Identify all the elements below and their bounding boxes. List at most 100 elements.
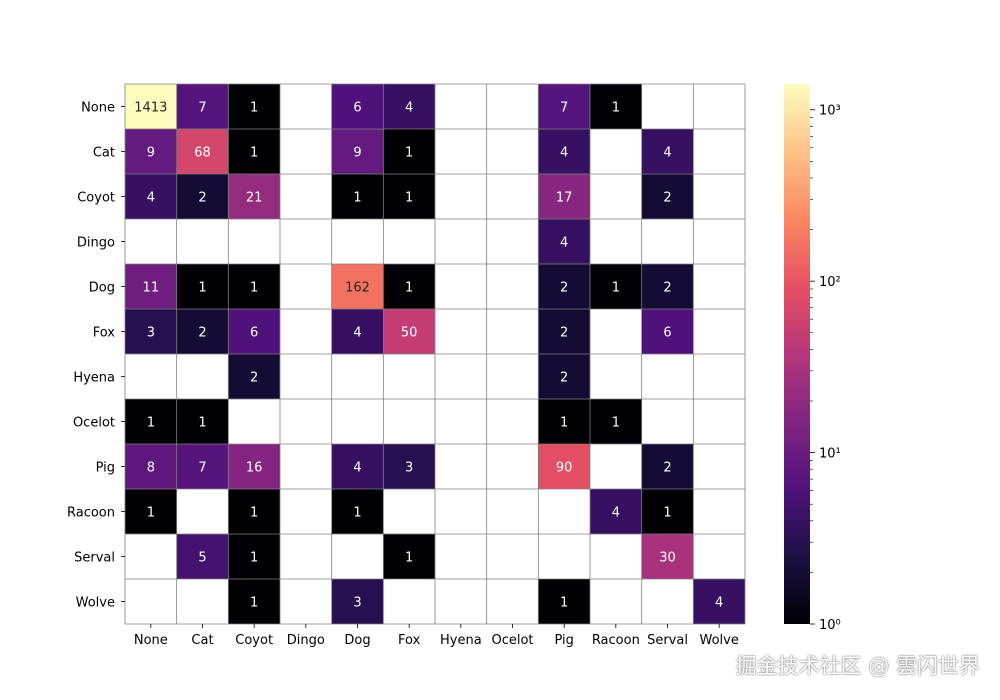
- heatmap-cell: [435, 534, 487, 579]
- x-tick-label: Dingo: [287, 633, 325, 648]
- cell-value-label: 2: [663, 281, 671, 296]
- heatmap-cell: [383, 219, 435, 264]
- y-tick-label: Wolve: [76, 596, 115, 611]
- cell-value-label: 7: [198, 461, 206, 476]
- heatmap-cell: [228, 354, 280, 399]
- heatmap-cell: [331, 309, 384, 354]
- heatmap-cell: [590, 579, 642, 624]
- cell-value-label: 11: [143, 281, 160, 296]
- heatmap-cell: [125, 489, 177, 534]
- cell-value-label: 2: [198, 326, 206, 341]
- heatmap-cell: [125, 174, 177, 219]
- heatmap-cell: [486, 309, 539, 354]
- cell-value-label: 6: [250, 326, 258, 341]
- heatmap-cell: [693, 174, 745, 219]
- heatmap-cell: [435, 354, 487, 399]
- heatmap-cell: [641, 309, 694, 354]
- colorbar-tick-label: 10⁰: [819, 618, 841, 633]
- heatmap-cell: [641, 129, 694, 174]
- heatmap-cell: [641, 489, 694, 534]
- heatmap-cell: [538, 219, 590, 264]
- heatmap-cell: [331, 84, 384, 129]
- heatmap-cell: [641, 579, 694, 624]
- cell-value-label: 4: [353, 461, 361, 476]
- heatmap-cell: [538, 579, 590, 624]
- y-tick-labels: None Cat Coyot Dingo Dog Fox Hyena Ocelot Pig Rac…: [67, 101, 125, 611]
- x-tick-label: Fox: [398, 633, 421, 648]
- heatmap-cell: [641, 264, 694, 309]
- cell-value-label: 1: [147, 506, 155, 521]
- colorbar-ticks: 10⁰ 10¹ 10² 10³: [810, 104, 841, 633]
- heatmap-cell: [383, 534, 435, 579]
- y-tick-label: None: [81, 101, 115, 116]
- cell-value-label: 2: [560, 281, 568, 296]
- heatmap-cell: [435, 129, 487, 174]
- y-tick-label: Racoon: [67, 506, 115, 521]
- heatmap-cell: [176, 444, 229, 489]
- heatmap-cell: [383, 399, 435, 444]
- heatmap-cell: [228, 129, 280, 174]
- heatmap-cell: [435, 174, 487, 219]
- cell-value-label: 1: [612, 416, 620, 431]
- heatmap-cell: [280, 219, 332, 264]
- heatmap-cell: [486, 264, 539, 309]
- heatmap-cell: [590, 354, 642, 399]
- heatmap-cell: [486, 579, 539, 624]
- heatmap-cell: [693, 444, 745, 489]
- heatmap-cell: [383, 354, 435, 399]
- heatmap-cell: [228, 444, 280, 489]
- cell-value-label: 1: [560, 416, 568, 431]
- heatmap-cell: [590, 129, 642, 174]
- colorbar-tick-label: 10³: [819, 104, 841, 119]
- cell-value-label: 1: [147, 416, 155, 431]
- heatmap-cell: [228, 174, 280, 219]
- cell-value-label: 1: [405, 191, 413, 206]
- heatmap-cell: [590, 264, 642, 309]
- cell-value-label: 50: [401, 326, 418, 341]
- cell-value-label: 1: [612, 281, 620, 296]
- cell-value-label: 3: [147, 326, 155, 341]
- x-tick-label: Ocelot: [491, 633, 533, 648]
- heatmap-cell: [280, 84, 332, 129]
- heatmap-cell: [280, 264, 332, 309]
- cell-value-label: 68: [194, 146, 211, 161]
- cell-value-label: 1: [353, 191, 361, 206]
- heatmap-cell: [280, 309, 332, 354]
- y-tick-label: Cat: [93, 146, 115, 161]
- x-tick-label: Racoon: [592, 633, 640, 648]
- heatmap-cell: [331, 579, 384, 624]
- heatmap-cell: [693, 534, 745, 579]
- cell-value-label: 1: [250, 146, 258, 161]
- heatmap-cell: [538, 129, 590, 174]
- heatmap-cell: [125, 534, 177, 579]
- heatmap-cell: [383, 84, 435, 129]
- heatmap-cell: [590, 534, 642, 579]
- cell-value-label: 162: [345, 281, 370, 296]
- heatmap-cell: [641, 444, 694, 489]
- cell-value-label: 1: [250, 101, 258, 116]
- heatmap-cell: [228, 534, 280, 579]
- cell-value-label: 2: [250, 371, 258, 386]
- heatmap-cell: [176, 579, 229, 624]
- heatmap-cell: [486, 534, 539, 579]
- cell-value-label: 6: [353, 101, 361, 116]
- heatmap-cell: [125, 354, 177, 399]
- heatmap-cell: [693, 489, 745, 534]
- heatmap-cell: [590, 399, 642, 444]
- cell-value-label: 1: [198, 281, 206, 296]
- heatmap-cell: [176, 84, 229, 129]
- heatmap-cell: [486, 354, 539, 399]
- heatmap-cell: [486, 399, 539, 444]
- heatmap-cell: [486, 489, 539, 534]
- heatmap-cell: [538, 264, 590, 309]
- heatmap-cell: [176, 354, 229, 399]
- cell-value-label: 90: [556, 461, 573, 476]
- colorbar-tick-label: 10¹: [819, 447, 841, 462]
- cell-value-label: 1: [405, 551, 413, 566]
- heatmap-cell: [641, 354, 694, 399]
- heatmap-cell: [693, 399, 745, 444]
- y-tick-label: Dingo: [77, 236, 115, 251]
- cell-value-label: 17: [556, 191, 573, 206]
- cell-value-label: 16: [246, 461, 263, 476]
- cell-value-label: 1: [250, 281, 258, 296]
